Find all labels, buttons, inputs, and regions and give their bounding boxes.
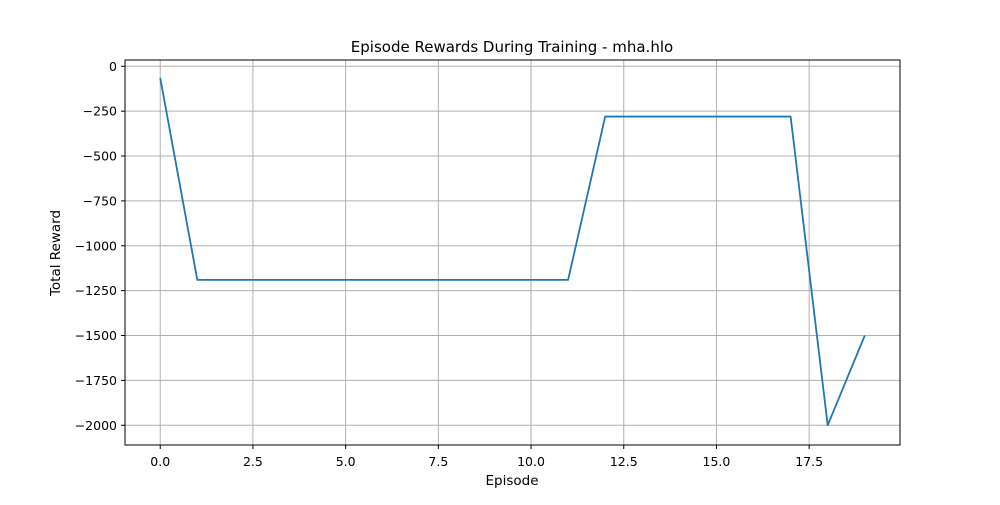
y-tick-label: 0	[109, 59, 117, 74]
x-tick-label: 17.5	[795, 454, 823, 469]
x-tick-label: 7.5	[428, 454, 448, 469]
x-tick-label: 15.0	[703, 454, 731, 469]
y-tick-label: −2000	[75, 418, 117, 433]
x-axis-label: Episode	[485, 473, 538, 489]
y-tick-label: −500	[83, 149, 117, 164]
x-tick-label: 0.0	[150, 454, 170, 469]
x-tick-label: 2.5	[243, 454, 263, 469]
y-tick-label: −250	[83, 104, 117, 119]
x-tick-label: 10.0	[517, 454, 545, 469]
y-axis-label: Total Reward	[48, 210, 64, 297]
series-layer	[160, 78, 865, 425]
y-tick-label: −750	[83, 193, 117, 208]
chart-title: Episode Rewards During Training - mha.hl…	[351, 38, 673, 56]
y-tick-label: −1750	[75, 373, 117, 388]
series-line	[160, 78, 865, 425]
x-tick-label: 12.5	[610, 454, 638, 469]
y-tick-label: −1000	[75, 238, 117, 253]
x-tick-label: 5.0	[336, 454, 356, 469]
y-axis-ticks: 0 −250 −500 −750 −1000 −1250 −1500 −1750 −2000	[75, 59, 125, 433]
y-tick-label: −1250	[75, 283, 117, 298]
grid	[125, 60, 900, 445]
x-axis-ticks: 0.0 2.5 5.0 7.5 10.0 12.5 15.0 17.5	[150, 445, 823, 469]
y-tick-label: −1500	[75, 328, 117, 343]
plot-frame	[125, 60, 900, 445]
